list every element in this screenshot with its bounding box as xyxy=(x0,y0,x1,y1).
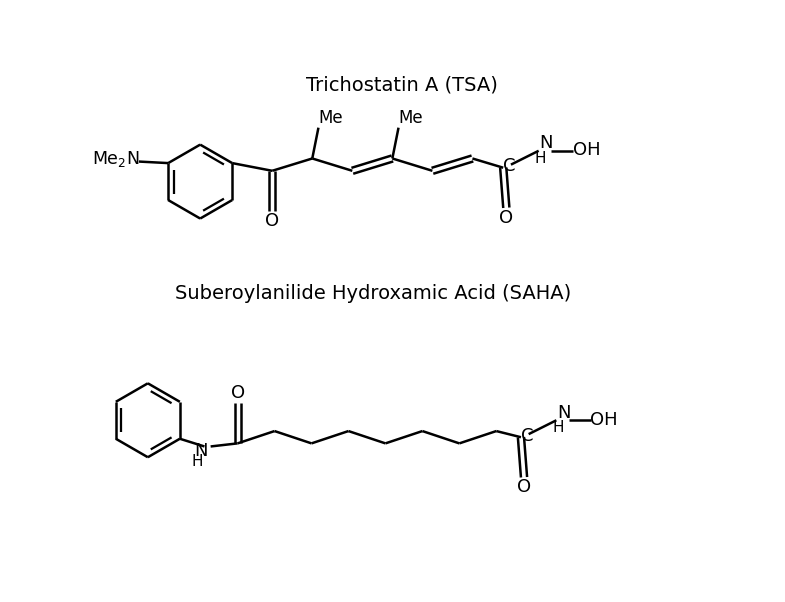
Text: OH: OH xyxy=(572,141,601,159)
Text: H: H xyxy=(535,151,546,166)
Text: C: C xyxy=(503,157,516,175)
Text: N: N xyxy=(557,403,571,421)
Text: Me: Me xyxy=(319,110,343,128)
Text: C: C xyxy=(521,427,533,445)
Text: H: H xyxy=(191,455,203,470)
Text: H: H xyxy=(552,420,564,435)
Text: N: N xyxy=(539,134,553,152)
Text: Me$_2$N: Me$_2$N xyxy=(92,149,140,169)
Text: N: N xyxy=(195,442,208,460)
Text: OH: OH xyxy=(590,411,618,429)
Text: O: O xyxy=(231,384,245,402)
Text: O: O xyxy=(499,209,513,227)
Text: O: O xyxy=(517,478,531,496)
Text: Trichostatin A (TSA): Trichostatin A (TSA) xyxy=(306,76,498,95)
Text: Me: Me xyxy=(399,110,423,128)
Text: Suberoylanilide Hydroxamic Acid (SAHA): Suberoylanilide Hydroxamic Acid (SAHA) xyxy=(175,284,571,303)
Text: O: O xyxy=(265,212,279,230)
